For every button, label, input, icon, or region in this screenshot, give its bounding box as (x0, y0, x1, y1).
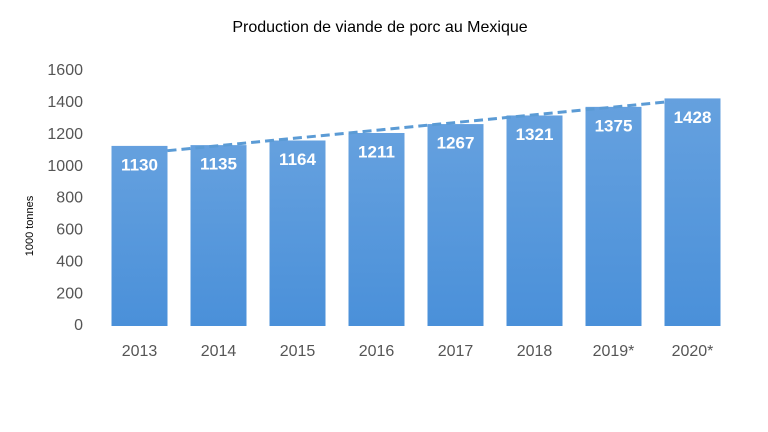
x-tick-label: 2020* (672, 343, 714, 360)
bar (427, 124, 484, 327)
y-tick-label: 600 (56, 222, 83, 239)
value-label: 1130 (121, 155, 158, 174)
y-tick-label: 400 (56, 253, 83, 270)
y-tick-label: 1000 (47, 158, 83, 175)
x-tick-label: 2014 (201, 343, 237, 360)
y-axis-title: 1000 tonnes (24, 195, 36, 256)
x-tick-label: 2013 (122, 343, 158, 360)
y-tick-label: 0 (74, 317, 83, 334)
bar (111, 145, 168, 326)
bar (664, 98, 721, 326)
y-tick-label: 200 (56, 285, 83, 302)
x-tick-label: 2015 (280, 343, 316, 360)
value-label: 1428 (674, 108, 712, 127)
x-tick-label: 2017 (438, 343, 474, 360)
x-tick-label: 2018 (517, 343, 553, 360)
value-label: 1321 (516, 125, 554, 144)
y-tick-label: 1200 (47, 126, 83, 143)
y-tick-label: 1600 (47, 62, 83, 79)
value-label: 1375 (595, 116, 633, 135)
x-tick-label: 2019* (593, 343, 635, 360)
value-label: 1135 (200, 155, 237, 174)
value-label: 1267 (437, 134, 475, 153)
bar (190, 145, 247, 326)
bar (585, 106, 642, 326)
bar (269, 140, 326, 326)
y-tick-label: 1400 (47, 94, 83, 111)
value-label: 1164 (279, 150, 316, 169)
y-tick-label: 800 (56, 190, 83, 207)
chart-title: Production de viande de porc au Mexique (232, 19, 527, 36)
x-tick-label: 2016 (359, 343, 395, 360)
bar (348, 132, 405, 326)
value-label: 1211 (358, 142, 395, 161)
bar (506, 115, 563, 326)
